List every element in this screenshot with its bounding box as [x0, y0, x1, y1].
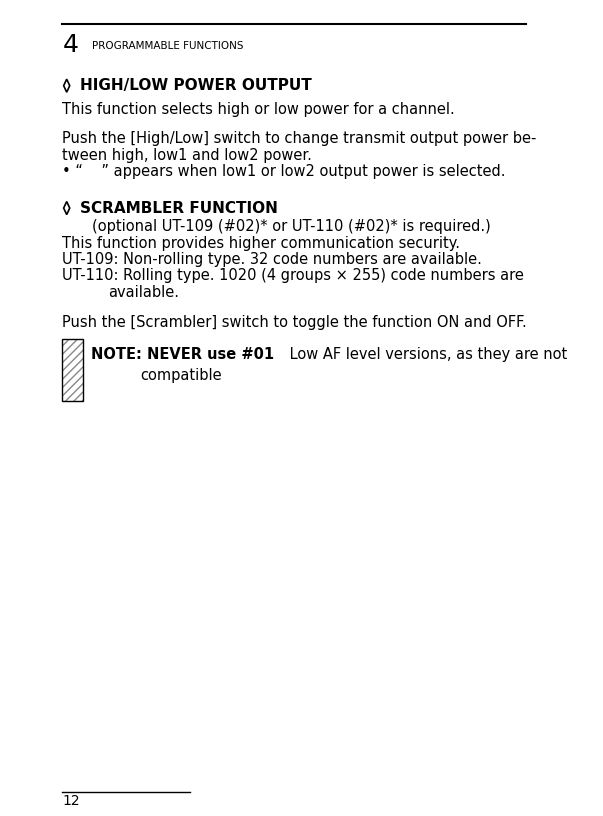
- Text: This function provides higher communication security.: This function provides higher communicat…: [62, 236, 460, 251]
- Text: tween high, low1 and low2 power.: tween high, low1 and low2 power.: [62, 148, 312, 162]
- Bar: [62, 339, 83, 401]
- Text: available.: available.: [109, 285, 180, 299]
- Text: UT-109: Non-rolling type. 32 code numbers are available.: UT-109: Non-rolling type. 32 code number…: [62, 252, 482, 267]
- Text: (optional UT-109 (#02)* or UT-110 (#02)* is required.): (optional UT-109 (#02)* or UT-110 (#02)*…: [92, 220, 491, 234]
- Text: This function selects high or low power for a channel.: This function selects high or low power …: [62, 102, 455, 117]
- Text: Push the [High/Low] switch to change transmit output power be-: Push the [High/Low] switch to change tra…: [62, 131, 537, 146]
- Bar: [62, 339, 83, 401]
- Text: HIGH/LOW POWER OUTPUT: HIGH/LOW POWER OUTPUT: [80, 78, 312, 93]
- Text: compatible: compatible: [140, 368, 221, 383]
- Text: NOTE: NEVER use #01: NOTE: NEVER use #01: [91, 347, 274, 361]
- Text: Low AF level versions, as they are not: Low AF level versions, as they are not: [285, 347, 567, 361]
- Text: PROGRAMMABLE FUNCTIONS: PROGRAMMABLE FUNCTIONS: [92, 41, 244, 51]
- Text: 12: 12: [62, 794, 80, 809]
- Text: Push the [Scrambler] switch to toggle the function ON and OFF.: Push the [Scrambler] switch to toggle th…: [62, 315, 527, 330]
- Text: 4: 4: [62, 33, 78, 57]
- Text: SCRAMBLER FUNCTION: SCRAMBLER FUNCTION: [80, 201, 277, 215]
- Text: • “    ” appears when low1 or low2 output power is selected.: • “ ” appears when low1 or low2 output p…: [62, 164, 506, 179]
- Text: UT-110: Rolling type. 1020 (4 groups × 255) code numbers are: UT-110: Rolling type. 1020 (4 groups × 2…: [62, 268, 524, 283]
